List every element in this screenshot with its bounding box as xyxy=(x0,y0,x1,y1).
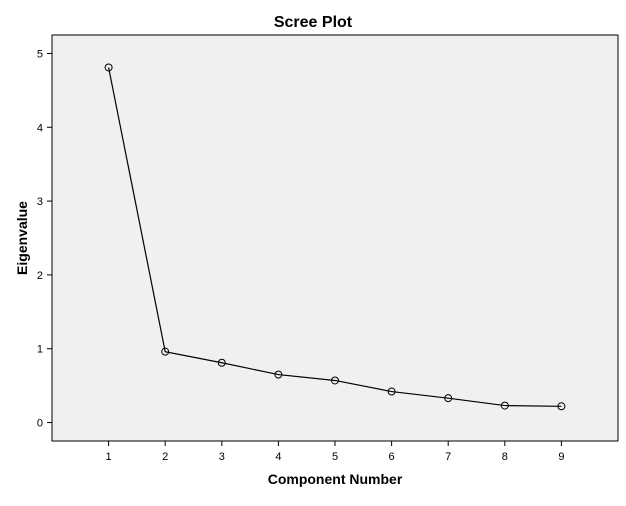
y-tick-label: 1 xyxy=(37,344,43,356)
x-axis-ticks: 1 2 3 4 5 6 7 8 9 xyxy=(106,441,564,463)
y-tick-label: 5 xyxy=(37,48,43,60)
x-tick-label: 2 xyxy=(162,451,168,463)
data-point-component-2 xyxy=(161,347,170,356)
data-point-component-4 xyxy=(274,370,283,379)
x-tick-label: 1 xyxy=(106,451,112,463)
y-axis-ticks: 0 1 2 3 4 5 xyxy=(37,48,52,430)
x-tick-label: 3 xyxy=(219,451,225,463)
y-axis-title: Eigenvalue xyxy=(14,201,30,275)
x-tick-label: 7 xyxy=(445,451,451,463)
y-tick-label: 3 xyxy=(37,196,43,208)
data-point-component-1 xyxy=(104,63,113,72)
plot-area xyxy=(51,34,619,442)
chart-title: Scree Plot xyxy=(274,14,353,31)
data-point-component-7 xyxy=(444,394,453,403)
data-point-component-5 xyxy=(331,376,339,385)
data-point-component-3 xyxy=(217,358,226,367)
data-points xyxy=(104,63,566,411)
y-tick-label: 0 xyxy=(37,418,43,430)
x-tick-label: 4 xyxy=(275,451,281,463)
data-point-component-6 xyxy=(387,387,396,396)
x-tick-label: 5 xyxy=(332,451,338,463)
x-tick-label: 9 xyxy=(558,451,564,463)
y-tick-label: 2 xyxy=(37,270,43,282)
series-line xyxy=(108,67,562,407)
data-point-component-9 xyxy=(557,402,566,411)
x-axis-title: Component Number xyxy=(268,471,403,487)
x-tick-label: 8 xyxy=(502,451,508,463)
data-point-component-8 xyxy=(500,401,509,410)
x-tick-label: 6 xyxy=(389,451,395,463)
y-tick-label: 4 xyxy=(37,122,43,134)
